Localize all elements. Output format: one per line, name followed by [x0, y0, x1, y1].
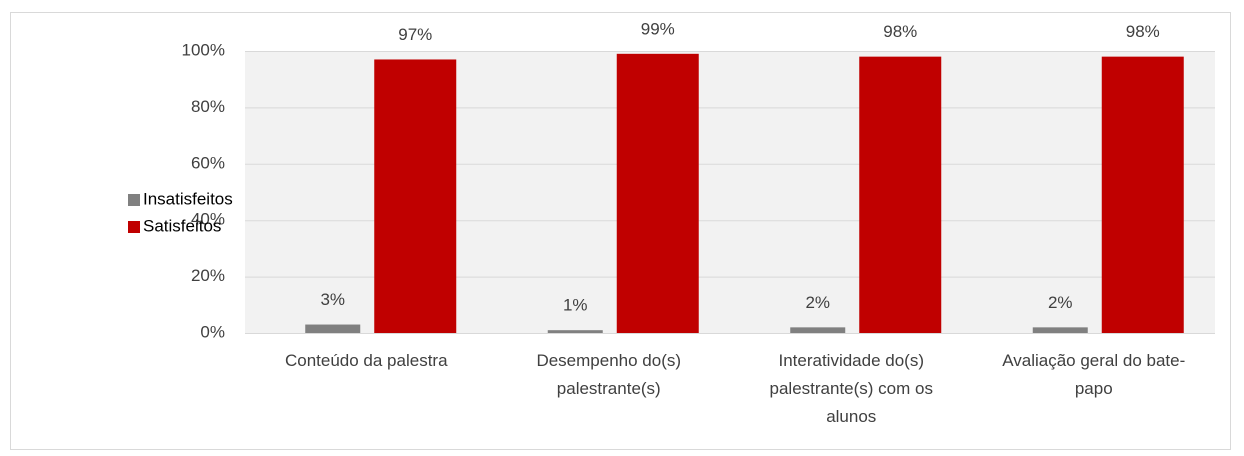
bar — [616, 53, 699, 333]
bar — [790, 327, 846, 333]
x-tick-label: Desempenho do(s) palestrante(s) — [536, 351, 681, 398]
data-label: 3% — [320, 290, 345, 309]
bar — [374, 59, 457, 334]
y-tick-label: 40% — [191, 210, 225, 229]
data-label: 98% — [883, 22, 917, 41]
data-label: 2% — [805, 293, 830, 312]
data-label: 98% — [1126, 22, 1160, 41]
y-tick-label: 60% — [191, 153, 225, 172]
y-tick-label: 100% — [182, 40, 225, 59]
data-label: 2% — [1048, 293, 1073, 312]
legend-swatch — [128, 194, 140, 206]
data-label: 97% — [398, 25, 432, 44]
bar — [547, 330, 603, 333]
bar — [1032, 327, 1088, 333]
x-tick-label: Conteúdo da palestra — [285, 351, 448, 370]
x-tick-label: Interatividade do(s) palestrante(s) com o… — [770, 351, 933, 426]
bar — [859, 56, 942, 333]
y-tick-label: 0% — [200, 322, 225, 341]
bar — [305, 324, 361, 333]
data-label: 1% — [563, 296, 588, 315]
legend-label: Insatisfeitos — [143, 189, 233, 208]
y-tick-label: 80% — [191, 97, 225, 116]
legend-swatch — [128, 221, 140, 233]
data-label: 99% — [641, 19, 675, 38]
legend-label: Satisfeitos — [143, 216, 221, 235]
y-tick-label: 20% — [191, 266, 225, 285]
x-tick-label: Avaliação geral do bate-papo — [1002, 351, 1185, 398]
bar — [1101, 56, 1184, 333]
